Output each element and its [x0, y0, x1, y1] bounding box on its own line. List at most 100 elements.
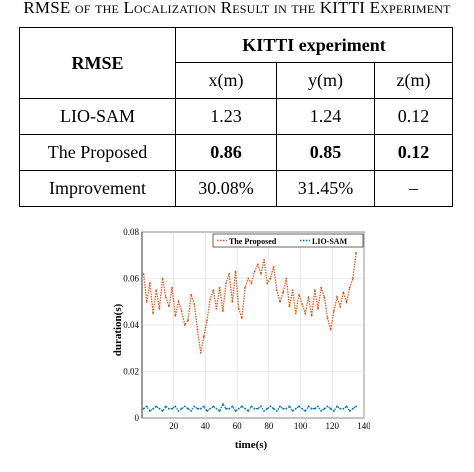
data-point [304, 410, 307, 412]
data-point [285, 407, 288, 410]
data-point [342, 407, 345, 410]
data-point [212, 289, 215, 292]
data-point [332, 410, 335, 412]
data-point [317, 307, 319, 310]
data-point [244, 286, 246, 289]
data-point [241, 405, 243, 408]
data-point [199, 407, 202, 410]
data-point [250, 282, 253, 285]
x-tick-label: 40 [201, 421, 211, 431]
data-point [164, 296, 167, 298]
data-point [253, 270, 256, 273]
table-group-header: KITTI experiment [175, 27, 453, 63]
data-point [164, 405, 167, 408]
table-cell: 0.85 [276, 134, 375, 171]
data-point [272, 407, 275, 410]
legend: The Proposed LIO-SAM [212, 233, 364, 248]
data-point [320, 410, 323, 412]
data-point [323, 296, 326, 298]
data-point [352, 277, 354, 280]
series-line-proposed [142, 252, 357, 354]
data-point [234, 270, 237, 273]
data-point [272, 265, 275, 268]
table-cell: 1.23 [175, 98, 277, 135]
data-point [168, 305, 170, 308]
data-point [149, 282, 151, 285]
table-cell: 1.24 [276, 98, 375, 135]
data-point [174, 405, 177, 408]
data-point [339, 305, 342, 308]
data-point [253, 407, 256, 410]
table-row: The Proposed 0.86 0.85 0.12 [19, 134, 453, 171]
data-point [218, 410, 221, 412]
data-point [320, 286, 323, 289]
data-point [336, 296, 338, 298]
data-point [291, 289, 294, 292]
data-point [307, 405, 310, 408]
data-point [275, 289, 278, 292]
column-header-z: z(m) [374, 62, 453, 99]
data-point [260, 272, 262, 275]
x-tick-label: 80 [264, 421, 274, 431]
data-point [269, 405, 272, 408]
data-point [345, 300, 348, 303]
data-point [190, 293, 193, 296]
caption-prefix: RMSE [23, 0, 71, 17]
data-point [288, 305, 291, 308]
caption-text: of the Localization Result in the KITTI … [70, 0, 451, 17]
data-point [145, 300, 148, 303]
column-header-y: y(m) [276, 62, 375, 99]
data-point [158, 307, 161, 310]
table-row: Improvement 30.08% 31.45% – [19, 170, 453, 207]
data-point [206, 319, 208, 322]
data-point [241, 317, 243, 319]
data-point [256, 407, 259, 410]
data-point [187, 319, 189, 322]
data-point [329, 328, 332, 331]
data-point [285, 277, 288, 280]
rmse-table: RMSE KITTI experiment x(m) y(m) z(m) LIO… [19, 27, 453, 207]
data-point [209, 298, 212, 301]
data-point [263, 259, 265, 261]
data-point [199, 352, 202, 354]
x-tick-labels: 20 40 60 80 100 120 140 [169, 421, 371, 431]
data-point [355, 252, 357, 254]
data-point [145, 405, 148, 408]
data-point [161, 410, 164, 412]
data-point [323, 407, 326, 410]
data-point [161, 277, 164, 280]
y-tick-label: 0.08 [123, 227, 139, 237]
data-point [215, 407, 218, 410]
figure-caption-fragment [0, 459, 474, 472]
data-point [326, 317, 329, 319]
data-point [237, 307, 240, 310]
data-point [155, 289, 158, 292]
y-tick-label: 0.02 [123, 367, 139, 377]
data-point [152, 407, 154, 410]
legend-label-liosam: LIO-SAM [312, 237, 348, 246]
data-point [234, 410, 237, 412]
row-label: Improvement [19, 170, 176, 207]
data-point [298, 293, 300, 296]
data-point [215, 307, 218, 310]
data-point [225, 407, 227, 410]
data-point [209, 407, 212, 410]
data-point [228, 407, 231, 410]
data-point [247, 410, 250, 412]
data-point [336, 405, 338, 408]
data-point [266, 282, 269, 285]
data-point [313, 289, 316, 292]
data-point [345, 405, 348, 408]
data-point [202, 335, 205, 338]
table-row: LIO-SAM 1.23 1.24 0.12 [19, 98, 453, 135]
data-point [231, 300, 234, 303]
data-point [180, 310, 183, 312]
data-point [294, 407, 297, 410]
data-point [183, 405, 186, 408]
y-tick-labels: 0 0.02 0.04 0.06 0.08 [123, 227, 139, 423]
table-cell: 0.12 [374, 98, 453, 135]
table-caption: RMSE of the Localization Result in the K… [0, 0, 474, 24]
data-point [282, 407, 285, 410]
data-point [279, 300, 281, 303]
data-point [294, 312, 297, 315]
